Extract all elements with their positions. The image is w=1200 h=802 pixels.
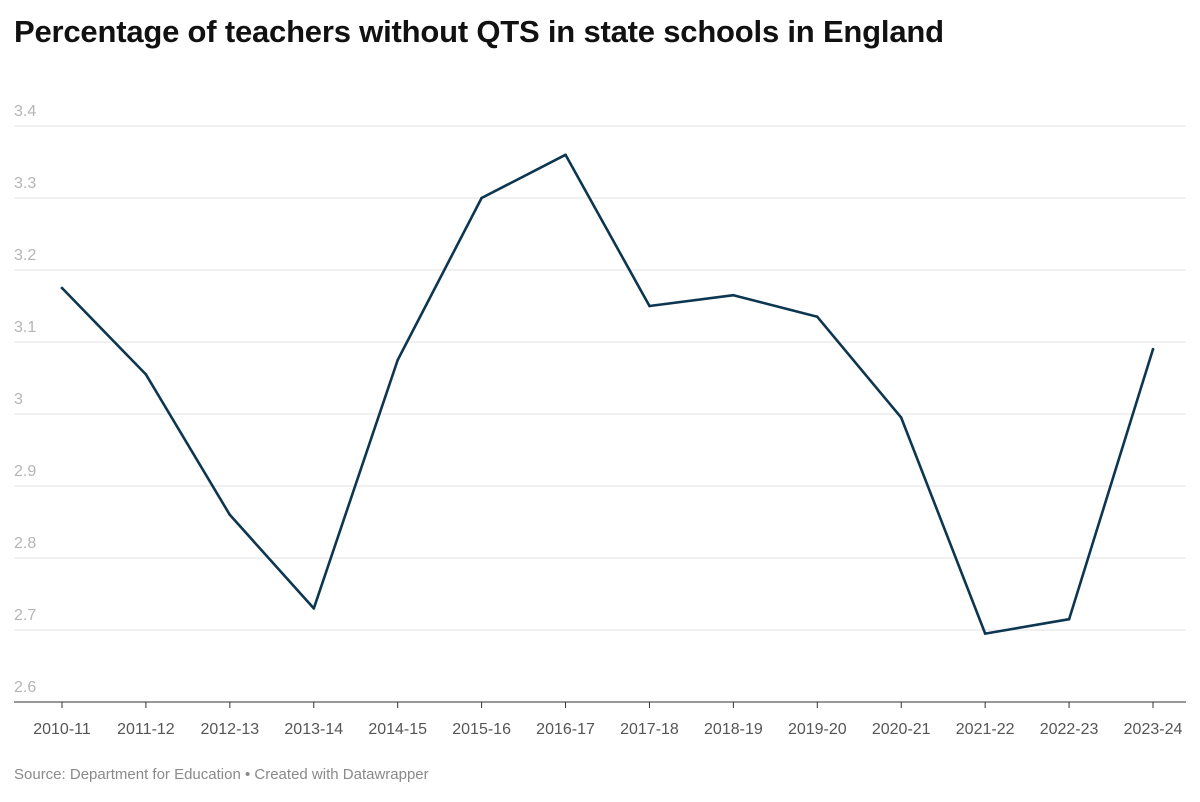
y-tick-label: 3.3 [14, 175, 36, 192]
x-tick-label: 2013-14 [284, 721, 343, 738]
footer: Source: Department for Education • Creat… [14, 766, 429, 783]
data-point [732, 293, 735, 297]
x-tick-label: 2022-23 [1040, 721, 1099, 738]
data-point [312, 607, 316, 610]
gridlines [14, 125, 1186, 631]
x-tick-label: 2020-21 [872, 721, 931, 738]
data-point [983, 632, 987, 635]
data-point [816, 315, 819, 319]
credit-note: Created with Datawrapper [254, 766, 429, 783]
data-point [564, 153, 567, 157]
y-tick-label: 2.6 [14, 679, 36, 696]
line-chart: 2.6 2.7 2.8 2.9 3 3.1 3.2 3.3 3.4 2010-11 2011-12… [14, 103, 1186, 738]
data-point [480, 196, 483, 200]
x-tick-label: 2023-24 [1124, 721, 1183, 738]
x-tick-label: 2019-20 [788, 721, 847, 738]
footer-separator: • [240, 766, 255, 783]
data-point [396, 358, 399, 362]
y-tick-label: 3.2 [14, 247, 36, 264]
y-tick-label: 3.4 [14, 103, 36, 120]
y-axis-ticks: 2.6 2.7 2.8 2.9 3 3.1 3.2 3.3 3.4 [14, 103, 36, 696]
x-axis: 2010-11 2011-12 2012-13 2013-14 2014-15 2015-… [14, 701, 1186, 738]
x-tick-label: 2011-12 [117, 721, 175, 738]
x-tick-label: 2018-19 [704, 721, 763, 738]
series-line [60, 153, 1155, 635]
x-tick-label: 2012-13 [200, 721, 259, 738]
data-point [648, 304, 651, 308]
y-tick-label: 2.7 [14, 607, 36, 624]
data-point [899, 416, 903, 419]
y-tick-label: 3.1 [14, 319, 36, 336]
data-point [1151, 347, 1155, 351]
chart-title: Percentage of teachers without QTS in st… [14, 14, 944, 49]
x-tick-label: 2016-17 [536, 721, 595, 738]
source-note: Source: Department for Education [14, 766, 241, 783]
x-tick-label: 2010-11 [33, 721, 91, 738]
x-tick-label: 2017-18 [620, 721, 679, 738]
x-tick-label: 2015-16 [452, 721, 511, 738]
data-point [228, 513, 232, 517]
y-tick-label: 3 [14, 391, 23, 408]
data-point [60, 286, 64, 290]
x-tick-label: 2014-15 [368, 721, 427, 738]
data-point [144, 373, 148, 376]
series-group [60, 153, 1155, 635]
y-tick-label: 2.8 [14, 535, 36, 552]
data-point [1067, 617, 1071, 621]
x-tick-label: 2021-22 [956, 721, 1015, 738]
y-tick-label: 2.9 [14, 463, 36, 480]
